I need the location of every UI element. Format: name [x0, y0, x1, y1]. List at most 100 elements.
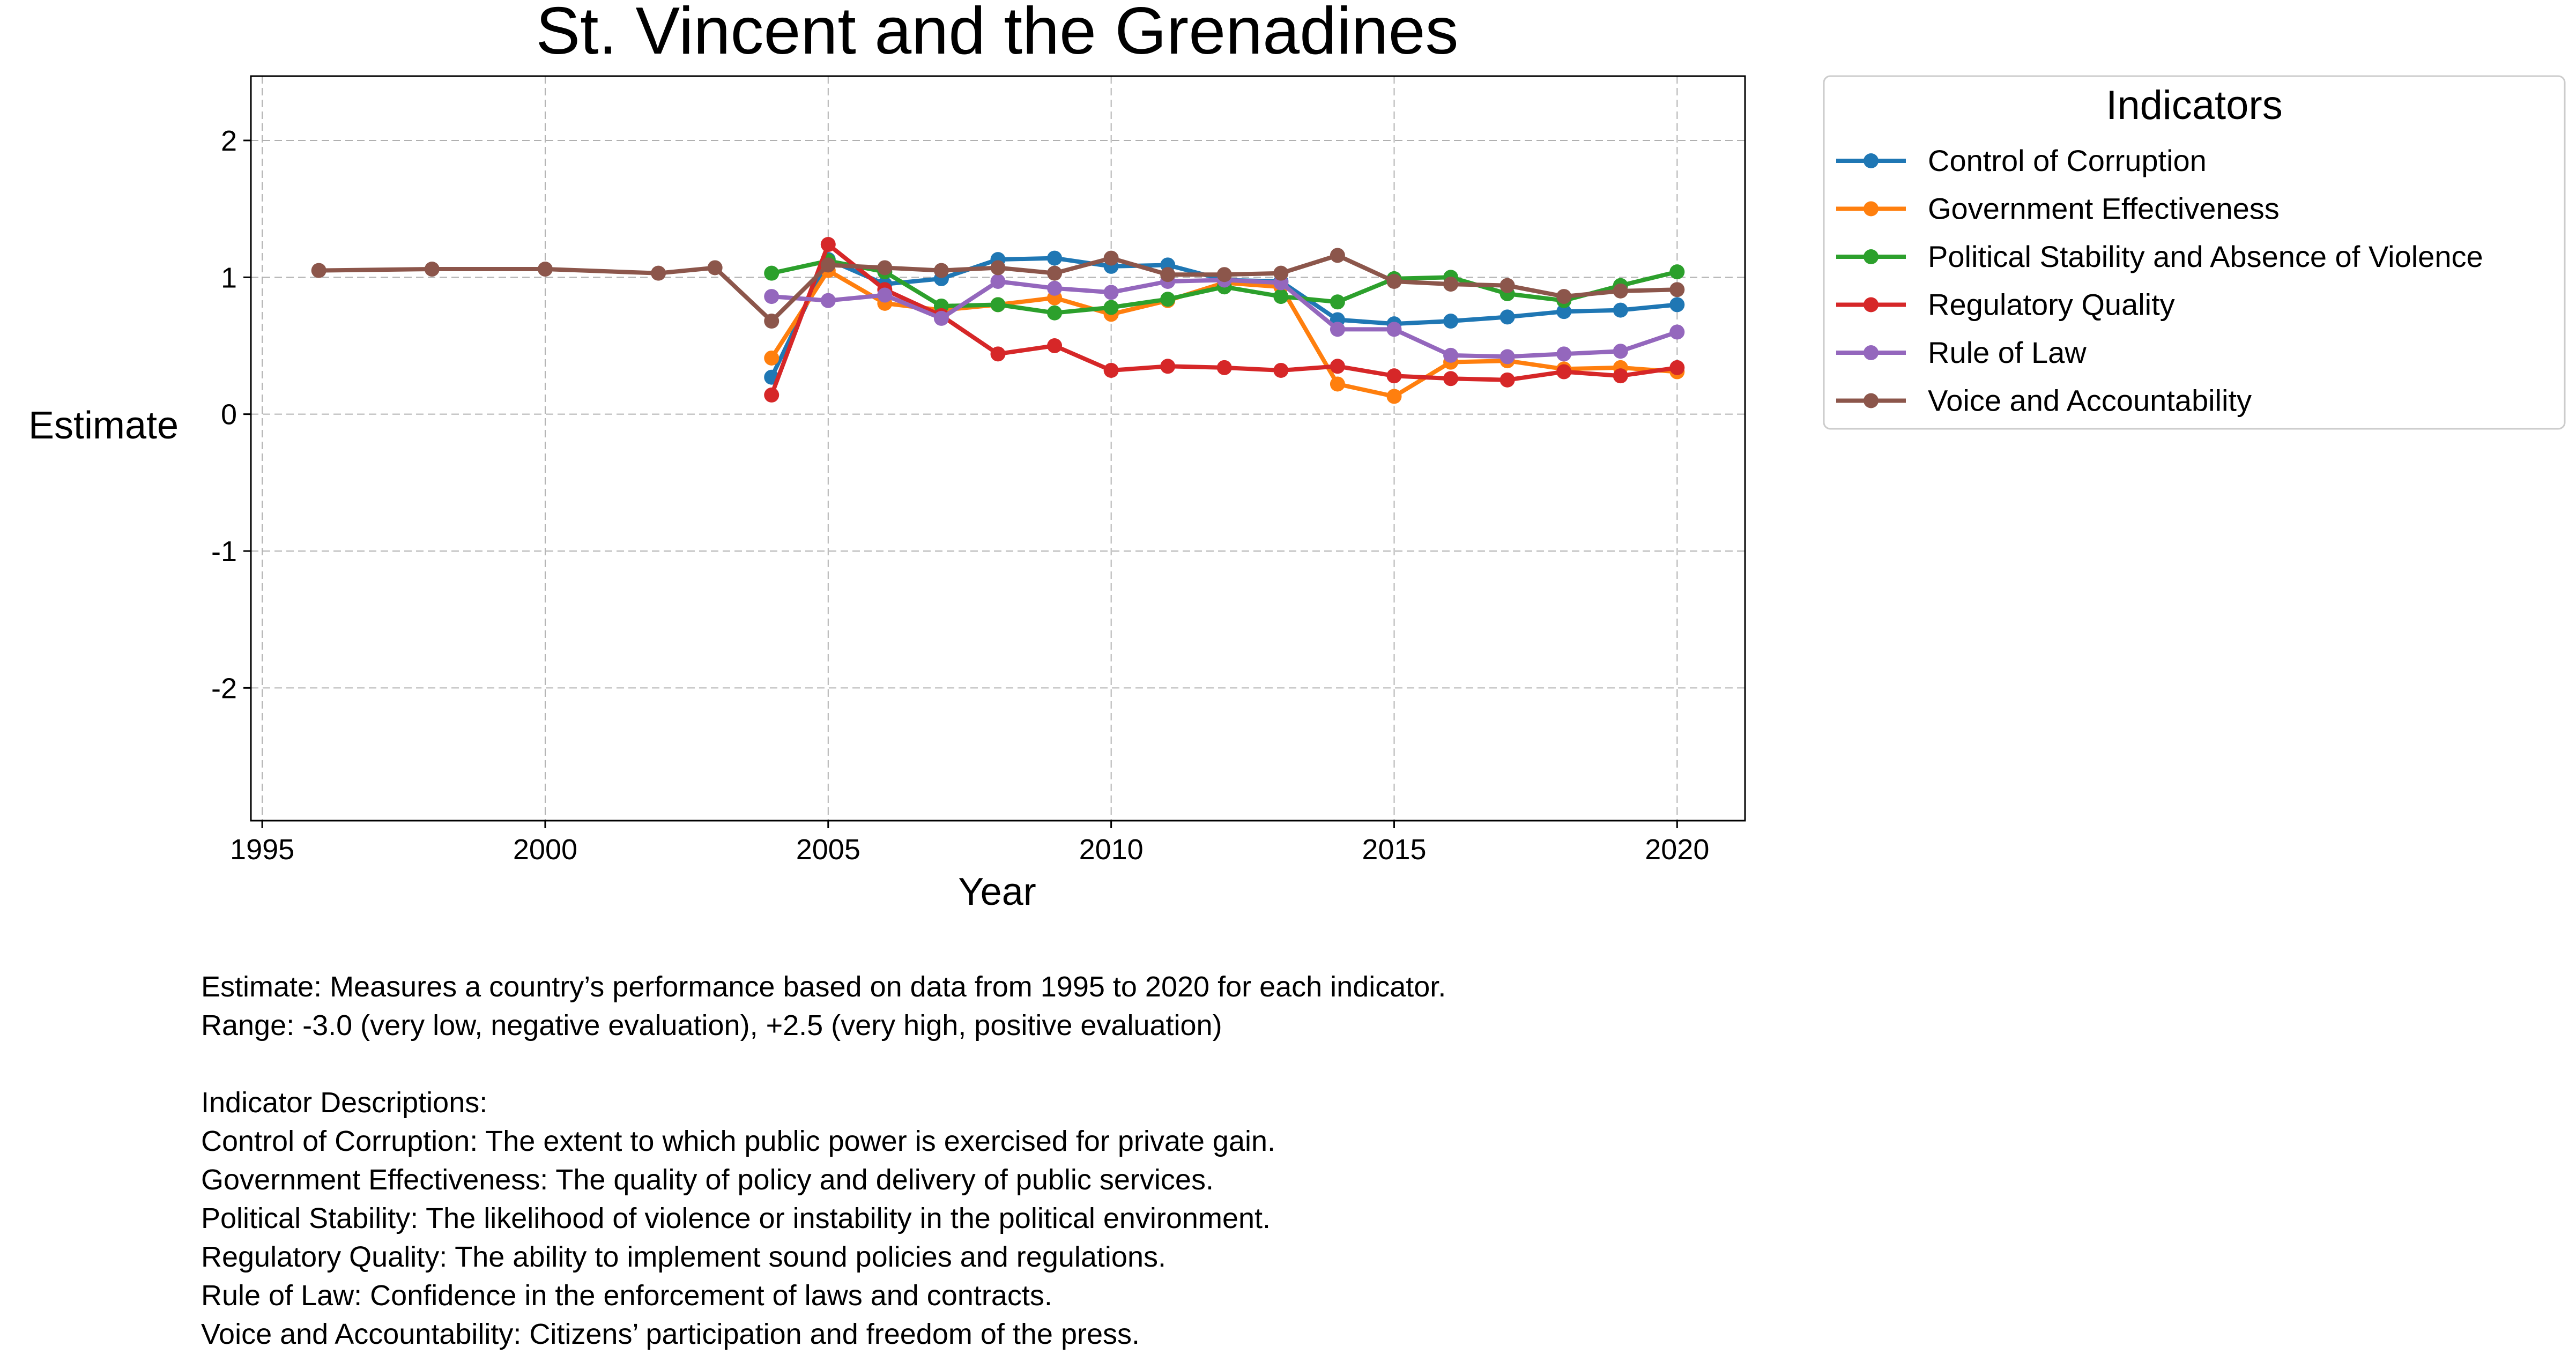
data-point — [764, 289, 780, 304]
data-point — [990, 260, 1006, 276]
note-range: Range: -3.0 (very low, negative evaluati… — [201, 1009, 1222, 1041]
series-lines — [311, 237, 1685, 404]
data-point — [1160, 359, 1176, 374]
notes-block: Estimate: Measures a country’s performan… — [201, 968, 1446, 1353]
data-point — [1669, 297, 1685, 313]
note-estimate: Estimate: Measures a country’s performan… — [201, 971, 1446, 1003]
data-point — [1386, 389, 1402, 404]
data-point — [764, 314, 780, 329]
legend-item-control-of-corruption: Control of Corruption — [1836, 144, 2207, 177]
data-point — [311, 263, 326, 278]
data-point — [1386, 322, 1402, 337]
data-point — [1273, 289, 1289, 304]
data-point — [1669, 324, 1685, 340]
y-axis-label: Estimate — [28, 404, 179, 447]
x-tick-label: 2000 — [513, 834, 577, 866]
note-government-effectiveness: Government Effectiveness: The quality of… — [201, 1164, 1214, 1196]
x-tick-label: 2005 — [796, 834, 860, 866]
data-point — [707, 260, 723, 276]
data-point — [1443, 314, 1459, 329]
data-point — [1443, 371, 1459, 386]
data-point — [1273, 362, 1289, 378]
data-point — [537, 262, 553, 277]
y-tick-label: -2 — [211, 672, 237, 704]
data-point — [1613, 368, 1628, 384]
data-point — [1047, 280, 1063, 296]
legend-item-government-effectiveness: Government Effectiveness — [1836, 192, 2280, 226]
x-tick-label: 1995 — [230, 834, 294, 866]
y-tick-label: -1 — [211, 535, 237, 568]
data-point — [424, 262, 440, 277]
data-point — [1330, 359, 1345, 374]
data-point — [1330, 322, 1345, 337]
data-point — [1330, 294, 1345, 310]
data-point — [1047, 250, 1063, 266]
legend-marker — [1864, 201, 1879, 217]
plot-area — [250, 75, 1746, 822]
series-voice-and-accountability — [311, 248, 1685, 329]
data-point — [1103, 285, 1119, 300]
x-tick-label: 2020 — [1645, 834, 1709, 866]
data-point — [1613, 302, 1628, 318]
note-voice-and-accountability: Voice and Accountability: Citizens’ part… — [201, 1318, 1140, 1350]
y-tick-label: 1 — [221, 262, 237, 294]
note-spacer — [201, 1045, 1446, 1083]
data-point — [1669, 264, 1685, 280]
legend-marker — [1864, 393, 1879, 408]
data-point — [1499, 349, 1515, 364]
data-point — [764, 350, 780, 366]
data-point — [820, 293, 836, 308]
data-point — [1556, 289, 1572, 304]
data-point — [1499, 372, 1515, 388]
note-descriptions-heading: Indicator Descriptions: — [201, 1087, 488, 1119]
data-point — [1160, 292, 1176, 307]
legend-marker — [1864, 297, 1879, 313]
data-point — [1669, 360, 1685, 375]
note-political-stability: Political Stability: The likelihood of v… — [201, 1202, 1271, 1234]
legend-label: Regulatory Quality — [1928, 288, 2175, 322]
data-point — [1216, 267, 1232, 282]
legend-item-voice-and-accountability: Voice and Accountability — [1836, 384, 2252, 418]
data-point — [651, 265, 666, 281]
data-point — [1103, 362, 1119, 378]
note-rule-of-law: Rule of Law: Confidence in the enforceme… — [201, 1279, 1052, 1312]
data-point — [1499, 278, 1515, 293]
legend: Indicators Control of Corruption Governme… — [1823, 75, 2566, 430]
data-point — [1103, 250, 1119, 266]
data-point — [1047, 265, 1063, 281]
data-point — [1330, 248, 1345, 263]
x-axis-label: Year — [958, 870, 1036, 913]
data-point — [1613, 344, 1628, 359]
x-tick-label: 2010 — [1079, 834, 1144, 866]
legend-label: Voice and Accountability — [1928, 384, 2252, 418]
legend-box — [1823, 75, 2566, 430]
data-point — [933, 263, 949, 278]
legend-item-regulatory-quality: Regulatory Quality — [1836, 288, 2175, 322]
data-point — [1047, 305, 1063, 321]
legend-items: Control of Corruption Government Effectiv… — [1836, 144, 2483, 418]
y-tick-label: 0 — [221, 399, 237, 431]
legend-title: Indicators — [2106, 83, 2283, 128]
series-regulatory-quality — [764, 237, 1685, 403]
data-point — [1443, 277, 1459, 292]
legend-label: Control of Corruption — [1928, 144, 2207, 177]
data-point — [820, 237, 836, 252]
legend-item-political-stability-and-absence-of-violence: Political Stability and Absence of Viole… — [1836, 240, 2483, 273]
data-point — [1669, 282, 1685, 297]
data-point — [1613, 283, 1628, 299]
legend-marker — [1864, 153, 1879, 168]
chart-title: St. Vincent and the Grenadines — [536, 0, 1458, 68]
grid — [251, 76, 1745, 821]
legend-label: Political Stability and Absence of Viole… — [1928, 240, 2483, 273]
data-point — [1499, 309, 1515, 325]
series-line — [318, 253, 1677, 323]
legend-marker — [1864, 249, 1879, 264]
data-point — [990, 297, 1006, 313]
legend-label: Government Effectiveness — [1928, 192, 2280, 226]
data-point — [1330, 376, 1345, 392]
data-point — [1047, 338, 1063, 354]
data-point — [1556, 304, 1572, 319]
data-point — [1160, 267, 1176, 282]
data-point — [933, 310, 949, 326]
